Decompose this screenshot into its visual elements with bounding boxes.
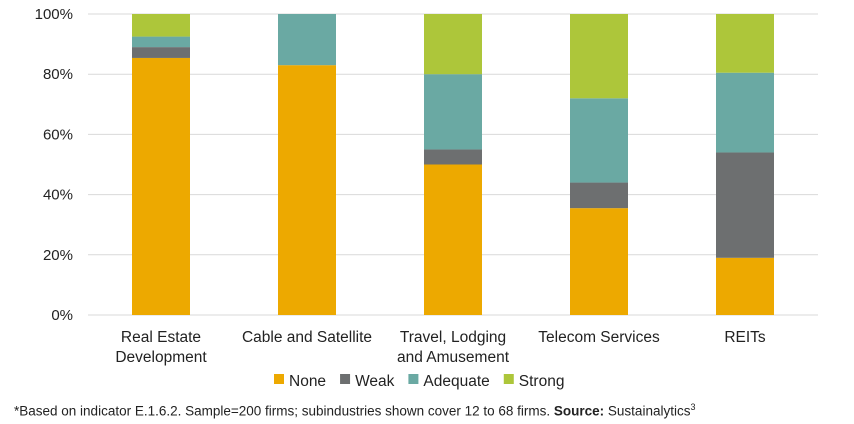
legend-swatch-none	[274, 374, 284, 384]
bar-segment-weak	[716, 152, 774, 258]
y-tick-label: 0%	[51, 307, 73, 324]
bar-segment-none	[424, 164, 482, 315]
legend-label-weak: Weak	[355, 373, 395, 390]
bar-segment-adequate	[570, 98, 628, 183]
bar-segment-strong	[424, 14, 482, 75]
x-tick-label: Cable and Satellite	[242, 329, 372, 346]
bar-segment-strong	[132, 14, 190, 37]
bar-segment-none	[278, 65, 336, 315]
bar-segment-weak	[424, 149, 482, 165]
x-tick-label: and Amusement	[397, 349, 510, 366]
source-label: Source:	[553, 403, 605, 419]
bar-segment-adequate	[716, 72, 774, 153]
x-tick-label: Telecom Services	[538, 329, 660, 346]
bar-segment-weak	[132, 47, 190, 58]
footnote: *Based on indicator E.1.6.2. Sample=200 …	[14, 402, 695, 419]
y-tick-label: 60%	[43, 126, 73, 143]
x-tick-label: REITs	[724, 329, 766, 346]
x-tick-label: Development	[115, 349, 207, 366]
x-tick-label: Real Estate	[121, 329, 201, 346]
bar-segment-weak	[570, 182, 628, 209]
legend-swatch-strong	[503, 374, 514, 384]
bar-segment-none	[570, 208, 628, 315]
footnote-text: *Based on indicator E.1.6.2. Sample=200 …	[14, 403, 554, 419]
bar-segment-none	[716, 257, 774, 315]
legend-swatch-adequate	[408, 374, 419, 384]
bar-segment-adequate	[424, 74, 482, 150]
source-name: Sustainalytics	[604, 403, 691, 419]
legend-label-none: None	[289, 373, 326, 390]
x-tick-label: Travel, Lodging	[400, 329, 506, 346]
legend-label-adequate: Adequate	[423, 373, 489, 390]
legend-swatch-weak	[340, 374, 351, 384]
stacked-bar-chart: 0% 20% 40% 60% 80% 100% Real Estate Development…	[35, 6, 818, 390]
legend-label-strong: Strong	[519, 373, 565, 390]
y-tick-label: 80%	[43, 66, 73, 83]
y-tick-label: 20%	[43, 247, 73, 264]
y-tick-label: 100%	[35, 6, 73, 23]
y-tick-label: 40%	[43, 187, 73, 204]
bar-segment-adequate	[132, 36, 190, 48]
bar-segment-strong	[716, 14, 774, 73]
bar-segment-none	[132, 57, 190, 316]
bar-segment-strong	[570, 14, 628, 99]
bar-segment-adequate	[278, 14, 336, 66]
footnote-superscript: 3	[690, 402, 696, 412]
